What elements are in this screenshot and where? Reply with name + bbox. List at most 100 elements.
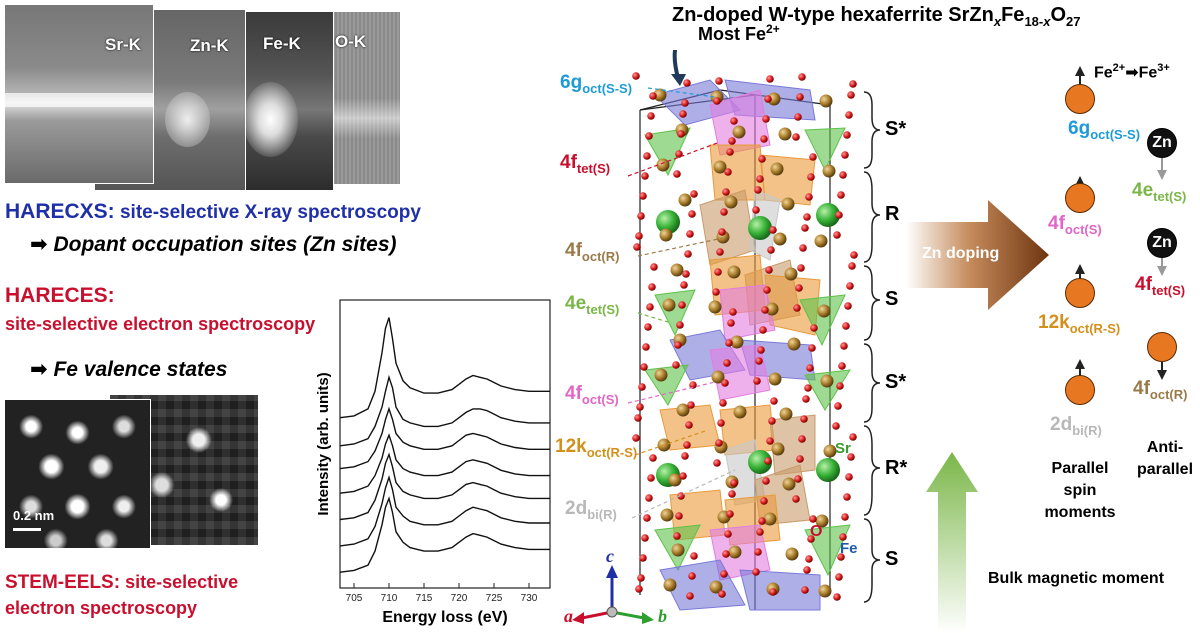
site-label-6g-oct-ss: 6goct(S-S): [560, 72, 633, 96]
o-atom: [807, 173, 815, 181]
o-atom: [720, 570, 728, 578]
o-atom: [753, 377, 761, 385]
o-atom: [794, 113, 802, 121]
eels-series-group: [339, 317, 550, 573]
o-atom: [752, 568, 760, 576]
site-label-2d-bi-r: 2dbi(R): [565, 498, 617, 522]
fe-atom: [709, 580, 723, 594]
o-atom: [728, 490, 736, 498]
o-atom: [755, 357, 763, 365]
o-atom: [637, 574, 645, 582]
harecxs-heading: HARECXS: site-selective X-ray spectrosco…: [5, 200, 421, 223]
o-atom: [680, 281, 688, 289]
spin-label-4e: 4etet(S): [1132, 180, 1187, 204]
x-tick-label: 730: [521, 593, 538, 604]
o-atom: [809, 515, 817, 523]
o-atom: [688, 572, 696, 580]
map-label-zn: Zn-K: [190, 36, 229, 55]
zn-ion-2: Zn: [1147, 228, 1177, 258]
fe-atom: [770, 162, 784, 176]
bulk-moment-label: Bulk magnetic moment: [988, 570, 1165, 587]
o-atom: [716, 248, 724, 256]
map-label-o: O-K: [335, 32, 367, 51]
o-atom: [721, 379, 729, 387]
coordination-polyhedron: [804, 369, 851, 411]
coordination-polyhedron: [719, 284, 776, 341]
arrow-right-icon: ➡: [30, 233, 48, 256]
o-atom: [845, 473, 853, 481]
o-atom: [766, 437, 774, 445]
o-atom: [839, 171, 847, 179]
o-atom: [719, 399, 727, 407]
x-tick-label: 705: [346, 593, 363, 604]
o-atom: [765, 266, 773, 274]
o-atom: [683, 79, 691, 87]
o-atom: [793, 304, 801, 312]
fe-atom: [727, 265, 741, 279]
fe-atom: [676, 403, 690, 417]
fe-atom: [662, 298, 676, 312]
x-tick-label: 725: [486, 593, 503, 604]
o-atom: [687, 401, 695, 409]
o-atom: [641, 534, 649, 542]
eels-spectrum-4: [339, 433, 550, 494]
o-atom: [641, 172, 649, 180]
o-atom: [844, 302, 852, 310]
o-atom: [725, 339, 733, 347]
o-atom: [760, 497, 768, 505]
o-atom: [833, 593, 841, 601]
figure-title: Zn-doped W-type hexaferrite SrZnxFe18-xO…: [672, 4, 1081, 29]
fe-atom: [678, 193, 692, 207]
fe-atom: [733, 405, 747, 419]
o-atom: [800, 415, 808, 423]
spin-4f-oct-r: [1147, 332, 1177, 362]
o-atom: [838, 362, 846, 370]
o-atom: [684, 250, 692, 258]
o-atom: [681, 452, 689, 460]
fe-atom: [765, 302, 779, 316]
o-atom: [713, 459, 721, 467]
fe-atom: [778, 127, 792, 141]
o-atom: [648, 283, 656, 291]
hareces-desc: site-selective electron spectroscopy: [5, 314, 316, 334]
o-atom: [686, 230, 694, 238]
o-atom: [803, 213, 811, 221]
o-atom: [797, 264, 805, 272]
o-atom: [767, 246, 775, 254]
fe-atom: [671, 543, 685, 557]
fe-atom: [814, 234, 828, 248]
sr-atom: [656, 210, 680, 234]
o-atom: [833, 231, 841, 239]
stem-eels-heading: STEM-EELS: site-selective: [5, 572, 239, 593]
o-atom: [635, 232, 643, 240]
zn-ion-1: Zn: [1147, 128, 1177, 158]
eels-xlabel: Energy loss (eV): [382, 609, 507, 626]
map-label-sr: Sr-K: [105, 35, 141, 54]
coordination-polyhedron: [709, 89, 771, 156]
fe-atom: [785, 547, 799, 561]
o-atom: [681, 99, 689, 107]
fe-atom: [819, 94, 833, 108]
atom-label-sr: Sr: [835, 440, 851, 457]
o-atom: [801, 224, 809, 232]
o-atom: [808, 344, 816, 352]
fe-atom: [771, 442, 785, 456]
o-atom: [640, 363, 648, 371]
map-label-fe: Fe-K: [263, 34, 301, 53]
o-atom: [754, 548, 762, 556]
axis-label-c: c: [606, 546, 614, 566]
axes-indicator: [572, 565, 654, 624]
o-atom: [647, 112, 655, 120]
o-atom: [650, 263, 658, 271]
x-tick-label: 720: [451, 593, 468, 604]
fe-atom: [730, 335, 744, 349]
crystal-structure: [572, 50, 858, 624]
fe-atom: [713, 160, 727, 174]
o-atom: [792, 495, 800, 503]
spin-12k: [1065, 278, 1095, 308]
bulk-moment-arrow: [926, 452, 978, 633]
o-atom: [770, 397, 778, 405]
arrow-down-icon: [1157, 370, 1167, 380]
fe-atom: [787, 337, 801, 351]
o-atom: [730, 117, 738, 125]
